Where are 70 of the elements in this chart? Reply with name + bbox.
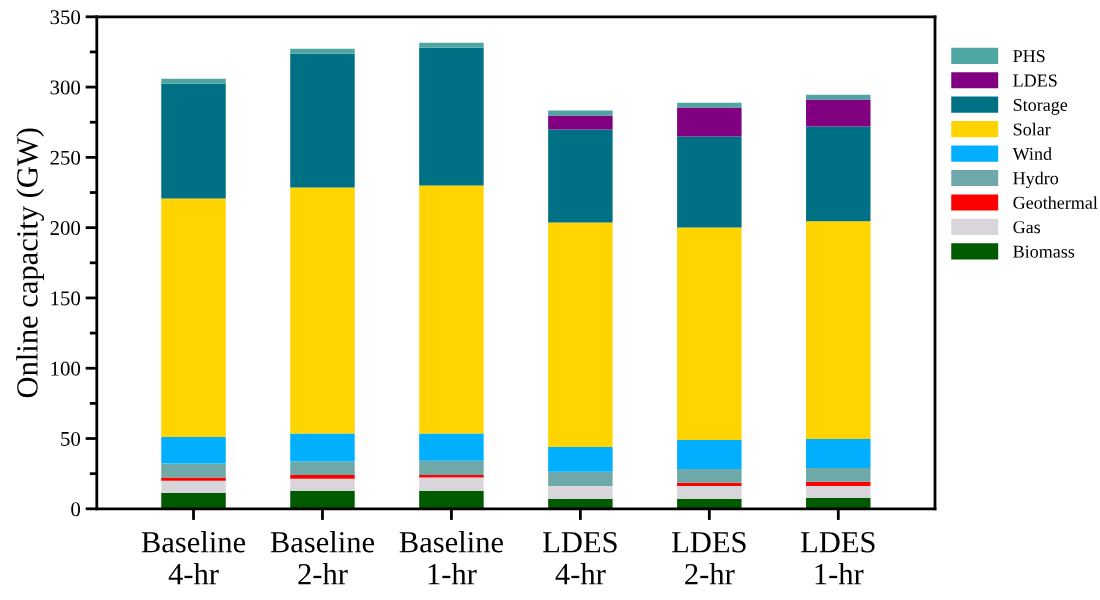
legend-label: Wind xyxy=(1012,147,1052,161)
bar xyxy=(677,482,742,486)
legend-label: PHS xyxy=(1013,50,1045,63)
bar xyxy=(161,477,226,481)
bar xyxy=(677,485,742,499)
x-tick-label: Baseline 2-hr xyxy=(270,531,375,585)
bar xyxy=(548,110,613,116)
x-tick-label: Baseline 1-hr xyxy=(399,531,503,585)
bar xyxy=(548,129,613,223)
bar xyxy=(806,126,871,222)
bar xyxy=(161,78,226,84)
x-tick-label: LDES 2-hr xyxy=(672,531,746,585)
bar xyxy=(806,467,871,482)
y-tick-label: 200 xyxy=(50,221,81,236)
bar xyxy=(806,99,871,127)
bar xyxy=(548,446,613,472)
legend-label: Solar xyxy=(1013,122,1051,136)
bar xyxy=(548,222,613,447)
y-tick-label: 100 xyxy=(51,361,81,376)
bar xyxy=(161,198,226,437)
bar xyxy=(677,468,742,483)
bar xyxy=(419,460,484,475)
bar xyxy=(290,433,355,462)
bar xyxy=(419,42,484,48)
bar xyxy=(161,480,226,493)
legend-label: Gas xyxy=(1013,221,1041,234)
bar xyxy=(548,485,613,499)
legend-label: Geothermal xyxy=(1013,196,1098,209)
bar xyxy=(806,438,871,468)
bar xyxy=(161,83,226,199)
legend-label: Hydro xyxy=(1013,171,1059,189)
bar xyxy=(806,94,871,100)
legend-label: Biomass xyxy=(1013,245,1075,258)
bar xyxy=(677,439,742,469)
bar xyxy=(161,463,226,478)
bar xyxy=(806,221,871,439)
bar xyxy=(677,136,742,228)
x-tick-label: LDES 1-hr xyxy=(800,531,875,585)
y-axis-title: Online capacity (GW) xyxy=(16,128,45,398)
bar xyxy=(548,115,613,130)
y-tick-label: 250 xyxy=(50,150,81,165)
bar xyxy=(419,474,484,478)
bar xyxy=(419,477,484,491)
bar xyxy=(290,48,355,54)
x-tick-label: Baseline 4-hr xyxy=(141,531,246,585)
bar xyxy=(548,471,613,486)
bar xyxy=(419,490,484,509)
y-tick-label: 350 xyxy=(50,10,81,25)
bar xyxy=(290,490,355,509)
bar xyxy=(290,53,355,188)
legend-label: Storage xyxy=(1013,98,1068,115)
y-tick-label: 300 xyxy=(50,80,81,95)
bar xyxy=(677,107,742,137)
y-tick-label: 50 xyxy=(61,431,81,446)
bar xyxy=(290,474,355,479)
y-tick-label: 0 xyxy=(71,502,81,517)
bar xyxy=(161,436,226,464)
legend-label: LDES xyxy=(1013,74,1057,87)
bar xyxy=(290,478,355,491)
bar xyxy=(677,102,742,108)
bar xyxy=(677,227,742,440)
x-tick-label: LDES 4-hr xyxy=(543,531,617,585)
bar xyxy=(290,187,355,434)
bar xyxy=(419,433,484,461)
bar xyxy=(806,481,871,486)
y-tick-label: 150 xyxy=(51,291,81,306)
bar xyxy=(419,47,484,186)
bar xyxy=(419,185,484,434)
bar xyxy=(290,461,355,475)
bar xyxy=(806,485,871,498)
